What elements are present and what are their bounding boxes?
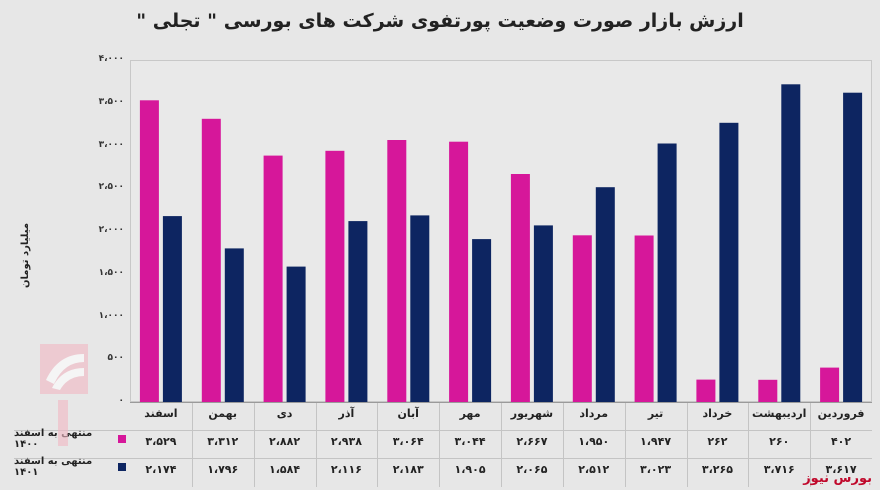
- y-tick-label: ۵۰۰: [107, 353, 124, 364]
- bar-series-1-1: [820, 367, 840, 402]
- series-1-value: ۲،۶۶۷: [516, 435, 548, 448]
- legend-swatch-series-1: [118, 435, 126, 443]
- series-2-value: ۲،۵۱۲: [578, 463, 610, 476]
- bar-series-2-8: [410, 215, 430, 402]
- chart-title: ارزش بازار صورت وضعیت پورتفوی شرکت های ب…: [136, 10, 744, 32]
- y-tick-label: ۱،۰۰۰: [98, 310, 124, 321]
- category-label: تیر: [647, 407, 664, 420]
- table-column-divider: [810, 403, 812, 487]
- category-label: فروردین: [817, 407, 865, 420]
- series-1-value: ۳،۰۴۴: [454, 435, 486, 448]
- bar-series-2-1: [843, 92, 863, 402]
- plot-border: [130, 60, 872, 402]
- bar-series-2-12: [162, 216, 182, 402]
- series-1-value: ۱،۹۵۰: [578, 435, 610, 448]
- bar-series-1-7: [449, 141, 469, 402]
- y-tick-label: ۳،۰۰۰: [98, 139, 124, 150]
- category-label: شهریور: [510, 407, 554, 420]
- bar-series-1-9: [325, 150, 345, 402]
- category-label: اسفند: [144, 407, 178, 420]
- y-tick-label: ۴،۰۰۰: [98, 54, 124, 64]
- series-1-value: ۲۶۲: [707, 435, 728, 448]
- bar-series-2-2: [781, 84, 801, 402]
- brand-logo: بورس نیوز: [803, 471, 872, 486]
- category-label: آبان: [397, 407, 419, 420]
- bar-series-2-11: [224, 248, 244, 402]
- series-2-value: ۳،۶۱۷: [825, 463, 857, 476]
- y-tick-label: ۲،۰۰۰: [98, 225, 124, 235]
- series-1-value: ۳،۰۶۴: [392, 435, 424, 448]
- series-2-value: ۳،۲۶۵: [701, 463, 733, 476]
- table-column-divider: [439, 403, 441, 487]
- category-label: بهمن: [208, 407, 238, 420]
- bar-series-2-6: [533, 225, 553, 402]
- table-column-divider: [686, 403, 688, 487]
- y-tick-label: ۳،۵۰۰: [98, 96, 124, 107]
- legend-entry-series-1: منتهی به اسفند ۱۴۰۰: [14, 428, 126, 450]
- bar-series-2-7: [472, 239, 492, 402]
- table-column-divider: [253, 403, 255, 487]
- category-label: مهر: [459, 407, 481, 420]
- series-2-value: ۲،۱۷۴: [145, 463, 177, 476]
- series-1-value: ۳،۳۱۲: [207, 435, 239, 448]
- table-column-divider: [501, 403, 502, 487]
- series-2-value: ۳،۰۲۳: [640, 463, 672, 476]
- bar-series-1-10: [263, 155, 283, 402]
- series-2-value: ۱،۵۸۴: [269, 463, 301, 476]
- table-column-divider: [624, 403, 626, 487]
- plot-area: [130, 60, 872, 402]
- category-label: مرداد: [579, 407, 609, 420]
- series-1-value: ۱،۹۴۷: [640, 435, 672, 448]
- data-table: فروردین اردیبهشت خرداد تیر مرداد شهریور مهر آبا…: [14, 402, 872, 487]
- series-2-value: ۳،۷۱۶: [763, 463, 795, 476]
- series-1-value: ۴۰۲: [830, 435, 852, 448]
- series-1-value: ۲۶۰: [769, 435, 790, 448]
- category-label: دی: [276, 407, 293, 420]
- series-2-value: ۲،۱۸۳: [392, 463, 424, 476]
- category-label: آذر: [338, 407, 355, 420]
- table-row-divider: [14, 458, 872, 459]
- bar-series-1-3: [696, 379, 716, 402]
- y-tick-label: ۲،۵۰۰: [98, 182, 124, 193]
- series-1-value: ۳،۵۲۹: [145, 435, 177, 448]
- series-1-value: ۲،۸۸۲: [269, 435, 301, 448]
- y-axis-label-wrap: میلیارد تومان: [6, 200, 46, 310]
- bar-series-1-4: [634, 235, 654, 402]
- y-axis-label: میلیارد تومان: [20, 222, 32, 288]
- category-label: خرداد: [702, 407, 733, 420]
- series-2-value: ۱،۹۰۵: [454, 463, 486, 476]
- bar-series-2-3: [719, 122, 739, 402]
- table-column-divider: [562, 403, 564, 487]
- legend-label-series-2: منتهی به اسفند ۱۴۰۱: [14, 456, 93, 478]
- series-1-value: ۲،۹۳۸: [330, 435, 362, 448]
- bar-series-1-12: [139, 100, 159, 402]
- table-column-divider: [377, 403, 379, 487]
- legend-entry-series-2: منتهی به اسفند ۱۴۰۱: [14, 456, 126, 478]
- bar-series-1-6: [510, 174, 530, 402]
- watermark-logo-icon: [40, 344, 88, 446]
- bar-series-2-4: [657, 143, 677, 402]
- category-label: اردیبهشت: [751, 407, 807, 420]
- bar-series-2-9: [348, 221, 368, 402]
- table-row-divider: [14, 430, 872, 431]
- series-2-value: ۲،۰۶۵: [516, 463, 548, 476]
- legend-label-series-1: منتهی به اسفند ۱۴۰۰: [14, 428, 93, 450]
- bar-series-1-5: [572, 235, 592, 402]
- y-tick-label: ۰: [118, 396, 125, 406]
- table-column-divider: [748, 403, 750, 487]
- table-column-divider: [315, 403, 317, 487]
- bar-series-1-2: [758, 379, 778, 402]
- bar-series-1-11: [201, 118, 221, 402]
- bar-series-1-8: [387, 140, 407, 402]
- y-tick-label: ۱،۵۰۰: [98, 267, 124, 278]
- series-2-value: ۱،۷۹۶: [207, 463, 239, 476]
- table-column-divider: [191, 403, 193, 487]
- bar-series-2-10: [286, 266, 306, 402]
- legend-swatch-series-2: [118, 463, 126, 471]
- bar-series-2-5: [595, 187, 615, 402]
- series-2-value: ۲،۱۱۶: [330, 463, 362, 476]
